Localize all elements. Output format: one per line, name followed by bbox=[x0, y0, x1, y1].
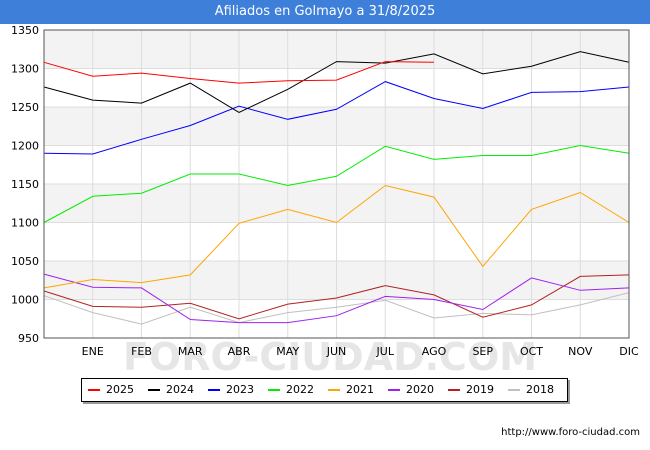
x-tick-label: ENE bbox=[82, 345, 104, 358]
y-axis-ticks: 950 1000 1050 1100 1150 1200 1250 1300 1350 bbox=[11, 24, 39, 345]
legend-item-2022: 2022 bbox=[268, 379, 314, 401]
y-tick-label: 1300 bbox=[11, 63, 39, 76]
y-tick-label: 1050 bbox=[11, 255, 39, 268]
x-tick-label: FEB bbox=[131, 345, 152, 358]
y-tick-label: 1200 bbox=[11, 140, 39, 153]
legend-swatch bbox=[88, 389, 100, 391]
legend-label: 2024 bbox=[166, 383, 194, 396]
legend: 2025 2024 2023 2022 2021 2020 2019 2018 bbox=[81, 378, 568, 402]
legend-label: 2019 bbox=[466, 383, 494, 396]
legend-label: 2023 bbox=[226, 383, 254, 396]
x-tick-label: JUL bbox=[376, 345, 395, 358]
series-line-2023 bbox=[43, 81, 630, 155]
legend-item-2024: 2024 bbox=[148, 379, 194, 401]
legend-swatch bbox=[268, 389, 280, 391]
series-line-2025 bbox=[43, 61, 435, 84]
y-tick-label: 1100 bbox=[11, 217, 39, 230]
y-tick-label: 1000 bbox=[11, 294, 39, 307]
source-link[interactable]: http://www.foro-ciudad.com bbox=[501, 427, 640, 438]
x-tick-label: ABR bbox=[228, 345, 251, 358]
legend-swatch bbox=[448, 389, 460, 391]
series-line-2021 bbox=[43, 184, 630, 289]
legend-item-2025: 2025 bbox=[88, 379, 134, 401]
watermark: FORO-CIUDAD.COM bbox=[123, 335, 537, 379]
legend-item-2021: 2021 bbox=[328, 379, 374, 401]
series-line-2022 bbox=[43, 144, 630, 223]
legend-label: 2020 bbox=[406, 383, 434, 396]
legend-label: 2021 bbox=[346, 383, 374, 396]
series-lines bbox=[43, 51, 630, 325]
legend-item-2020: 2020 bbox=[388, 379, 434, 401]
x-tick-label: MAY bbox=[276, 345, 299, 358]
x-tick-label: SEP bbox=[472, 345, 493, 358]
legend-label: 2022 bbox=[286, 383, 314, 396]
series-line-2020 bbox=[43, 273, 630, 324]
series-line-2018 bbox=[43, 292, 630, 325]
plot-frame bbox=[43, 29, 630, 339]
legend-swatch bbox=[148, 389, 160, 391]
y-tick-label: 1350 bbox=[11, 24, 39, 37]
legend-label: 2018 bbox=[526, 383, 554, 396]
series-line-2019 bbox=[43, 274, 630, 320]
legend-label: 2025 bbox=[106, 383, 134, 396]
x-tick-label: JUN bbox=[326, 345, 347, 358]
legend-item-2018: 2018 bbox=[508, 379, 554, 401]
x-tick-label: AGO bbox=[422, 345, 447, 358]
series-line-2024 bbox=[43, 51, 630, 113]
x-tick-label: OCT bbox=[520, 345, 543, 358]
y-tick-label: 1150 bbox=[11, 178, 39, 191]
x-tick-label: DIC bbox=[619, 345, 639, 358]
y-tick-label: 950 bbox=[18, 332, 39, 345]
y-tick-label: 1250 bbox=[11, 101, 39, 114]
legend-swatch bbox=[208, 389, 220, 391]
legend-item-2019: 2019 bbox=[448, 379, 494, 401]
legend-swatch bbox=[328, 389, 340, 391]
legend-swatch bbox=[388, 389, 400, 391]
chart-title: Afiliados en Golmayo a 31/8/2025 bbox=[0, 0, 650, 24]
x-axis-ticks: ENE FEB MAR ABR MAY JUN JUL AGO SEP OCT NOV DIC bbox=[82, 345, 639, 358]
x-tick-label: MAR bbox=[178, 345, 203, 358]
legend-item-2023: 2023 bbox=[208, 379, 254, 401]
x-tick-label: NOV bbox=[568, 345, 593, 358]
legend-swatch bbox=[508, 389, 520, 391]
